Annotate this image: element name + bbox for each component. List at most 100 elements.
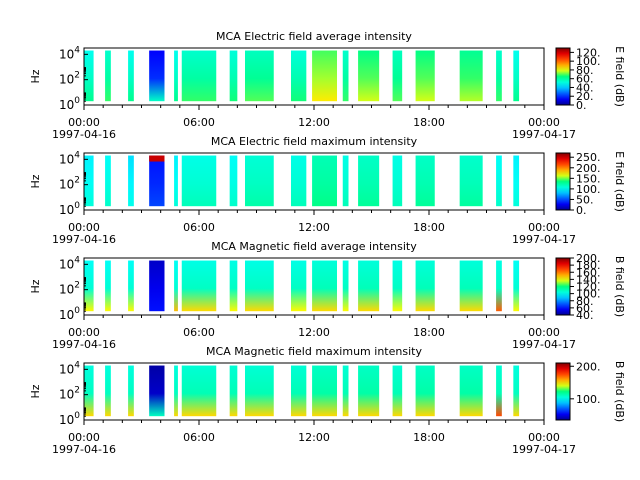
colorbar-tick-label: 50.	[576, 193, 594, 206]
data-segment	[342, 155, 349, 207]
x-tick-label: 18:00	[413, 326, 445, 339]
data-segment	[459, 155, 483, 207]
colorbar-tick-label: 40.	[576, 309, 594, 322]
data-segment	[149, 365, 165, 417]
data-segment	[229, 260, 238, 312]
y-axis-label: Hz	[29, 279, 42, 293]
data-segment	[291, 50, 307, 102]
data-segment	[84, 50, 94, 102]
data-segment	[149, 260, 165, 312]
data-segment	[84, 260, 94, 312]
data-segment	[342, 260, 349, 312]
data-segment	[181, 155, 217, 207]
data-segment	[245, 155, 274, 207]
colorbar	[555, 47, 571, 106]
panel-title: MCA Magnetic field maximum intensity	[206, 345, 422, 358]
data-segment	[392, 365, 403, 417]
x-tick-label: 12:00	[298, 221, 330, 234]
y-axis-label: Hz	[29, 69, 42, 83]
colorbar-tick-label: 100.	[576, 393, 601, 406]
x-tick-date-label: 1997-04-17	[512, 233, 576, 246]
y-tick-label: 104	[59, 150, 80, 166]
y-tick-label: 100	[59, 96, 80, 112]
x-tick-label: 12:00	[298, 431, 330, 444]
y-axis-label: Hz	[29, 174, 42, 188]
data-segment	[358, 50, 380, 102]
data-segment	[174, 155, 178, 207]
colorbar	[555, 152, 571, 211]
data-segment	[496, 155, 502, 207]
data-segment	[415, 260, 435, 312]
data-segment	[358, 155, 380, 207]
x-tick-label: 06:00	[183, 116, 215, 129]
data-segment	[181, 260, 217, 312]
x-tick-label: 12:00	[298, 116, 330, 129]
data-segment-hot-band	[149, 155, 165, 162]
colorbar-tick-label: 140.	[576, 273, 601, 286]
y-tick-label: 104	[59, 360, 80, 376]
data-segment	[245, 260, 274, 312]
data-segment	[513, 365, 520, 417]
x-tick-label: 00:00	[68, 221, 100, 234]
data-segment	[105, 50, 111, 102]
data-segment	[174, 50, 178, 102]
colorbar-tick-label: 160.	[576, 266, 601, 279]
data-segment	[496, 50, 502, 102]
y-tick-label: 100	[59, 306, 80, 322]
colorbar-tick-label: 100.	[576, 288, 601, 301]
colorbar-tick-label: 60.	[576, 73, 594, 86]
data-segment	[84, 155, 94, 207]
data-segment	[415, 155, 435, 207]
data-segment	[291, 260, 307, 312]
data-segment	[229, 155, 238, 207]
data-segment	[392, 260, 403, 312]
x-tick-date-label: 1997-04-16	[52, 443, 116, 456]
data-segment	[496, 260, 502, 312]
x-tick-date-label: 1997-04-16	[52, 233, 116, 246]
data-segment	[105, 365, 111, 417]
colorbar	[555, 362, 571, 421]
data-segment	[342, 50, 349, 102]
data-segment	[105, 260, 111, 312]
colorbar-tick-label: 100.	[576, 183, 601, 196]
colorbar-tick-label: 20.	[576, 90, 594, 103]
panel-title: MCA Magnetic field average intensity	[211, 240, 417, 253]
data-segment	[415, 365, 435, 417]
x-tick-label: 00:00	[528, 221, 560, 234]
colorbar-tick-label: 200.	[576, 252, 601, 265]
data-segment	[149, 155, 165, 207]
data-segment	[128, 155, 134, 207]
data-segment	[245, 50, 274, 102]
data-segment	[392, 50, 403, 102]
data-segment	[181, 50, 217, 102]
colorbar	[555, 257, 571, 316]
data-segment	[291, 155, 307, 207]
data-segment	[415, 50, 435, 102]
y-tick-label: 100	[59, 411, 80, 427]
data-segment	[84, 365, 94, 417]
y-tick-label: 102	[59, 281, 80, 297]
data-segment	[513, 50, 520, 102]
data-segment	[245, 365, 274, 417]
y-axis-label: Hz	[29, 384, 42, 398]
y-tick-label: 100	[59, 201, 80, 217]
data-segment	[174, 365, 178, 417]
x-tick-label: 00:00	[528, 431, 560, 444]
x-tick-label: 18:00	[413, 431, 445, 444]
colorbar-tick-label: 200.	[576, 360, 601, 373]
data-segment	[513, 260, 520, 312]
colorbar-tick-label: 180.	[576, 259, 601, 272]
data-segment	[312, 50, 337, 102]
y-tick-label: 104	[59, 255, 80, 271]
x-tick-label: 06:00	[183, 221, 215, 234]
colorbar-tick-label: 200.	[576, 162, 601, 175]
data-segment	[312, 260, 337, 312]
x-tick-label: 18:00	[413, 221, 445, 234]
data-segment	[459, 260, 483, 312]
x-tick-date-label: 1997-04-17	[512, 338, 576, 351]
data-segment	[496, 365, 502, 417]
y-tick-label: 102	[59, 176, 80, 192]
data-segment	[291, 365, 307, 417]
panel-4: MCA Magnetic field maximum intensity 100 1…	[29, 345, 626, 456]
